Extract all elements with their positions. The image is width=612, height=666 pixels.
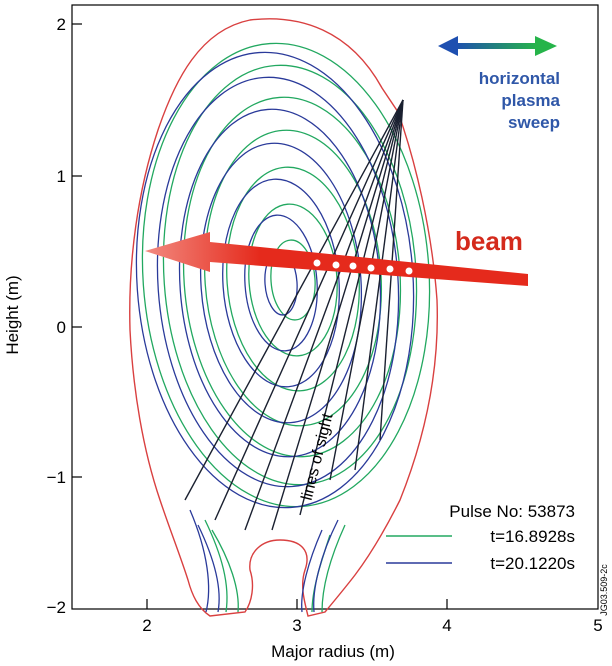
legend-label-green: t=16.8928s [490, 527, 575, 546]
y-tick-label: −2 [47, 598, 66, 617]
legend: Pulse No: 53873 t=16.8928s t=20.1220s [386, 502, 575, 573]
y-axis-label: Height (m) [3, 275, 22, 354]
y-tick-labels: 2 1 0 −1 −2 [47, 15, 66, 617]
pulse-label: Pulse No: 53873 [449, 502, 575, 521]
y-tick-label: 1 [57, 167, 66, 186]
sweep-label-line: plasma [501, 91, 560, 110]
beam-point [331, 260, 341, 270]
legend-label-blue: t=20.1220s [490, 554, 575, 573]
beam-point [348, 261, 358, 271]
x-tick-labels: 2 3 4 5 [142, 616, 602, 635]
y-tick-label: 0 [57, 318, 66, 337]
x-tick-label: 3 [292, 616, 301, 635]
beam-point [385, 264, 395, 274]
vessel-wall [129, 18, 439, 617]
x-tick-label: 5 [593, 616, 602, 635]
sweep-arrow [438, 36, 557, 56]
tick-marks [72, 23, 448, 609]
beam-point [366, 263, 376, 273]
x-tick-label: 2 [142, 616, 151, 635]
beam-intersection-points [312, 258, 414, 276]
beam-point [404, 266, 414, 276]
beam-label: beam [455, 226, 523, 256]
plot-frame [71, 4, 599, 610]
flux-surfaces-blue [135, 51, 415, 613]
x-tick-label: 4 [442, 616, 451, 635]
lines-of-sight [184, 99, 404, 531]
sweep-label-line: sweep [508, 113, 560, 132]
x-axis-label: Major radius (m) [271, 642, 395, 661]
y-tick-label: −1 [47, 468, 66, 487]
figure-code: JG03.509-2c [599, 564, 609, 616]
y-tick-label: 2 [57, 15, 66, 34]
sweep-label: horizontal plasma sweep [479, 69, 561, 132]
beam-arrow [145, 232, 528, 286]
beam-point [312, 258, 322, 268]
sweep-label-line: horizontal [479, 69, 560, 88]
